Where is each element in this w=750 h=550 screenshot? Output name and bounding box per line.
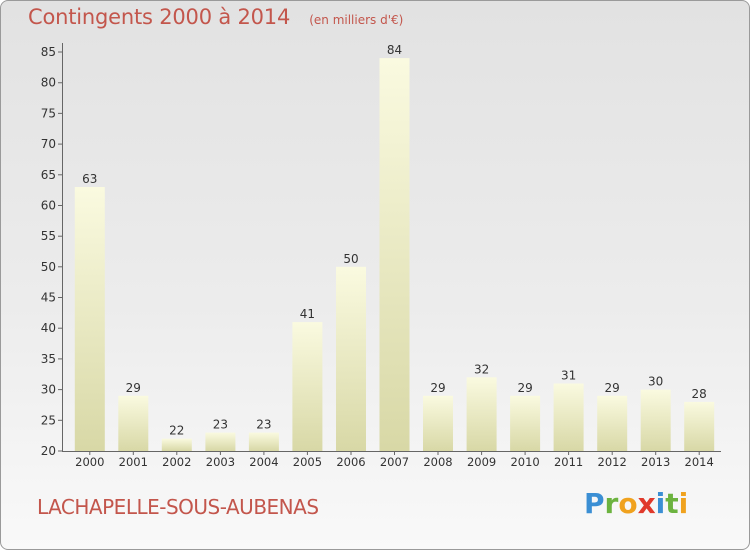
- y-tick-label-50: 50: [41, 260, 56, 274]
- x-tick-label-2009: 2009: [467, 455, 496, 469]
- data-label-2007: 84: [387, 43, 402, 57]
- logo-letter: o: [618, 487, 638, 520]
- bar-2009: [466, 377, 497, 451]
- y-tick-label-20: 20: [41, 444, 56, 458]
- bar-2000: [74, 187, 105, 451]
- data-label-2004: 23: [256, 418, 271, 432]
- x-tick-label-2003: 2003: [206, 455, 235, 469]
- logo-letter: i: [678, 487, 689, 520]
- x-tick-label-2006: 2006: [336, 455, 365, 469]
- y-tick-label-65: 65: [41, 168, 56, 182]
- proxiti-logo[interactable]: Proxiti: [584, 487, 688, 520]
- y-tick-label-80: 80: [41, 76, 56, 90]
- bars-layer: [74, 58, 715, 451]
- x-tick-label-2002: 2002: [162, 455, 191, 469]
- y-tick-label-60: 60: [41, 199, 56, 213]
- data-label-2013: 30: [648, 375, 663, 389]
- bar-2010: [510, 395, 541, 451]
- y-tick-label-75: 75: [41, 106, 56, 120]
- logo-letter: x: [637, 487, 656, 520]
- x-tick-label-2012: 2012: [598, 455, 627, 469]
- x-tick-label-2004: 2004: [249, 455, 278, 469]
- data-label-2000: 63: [82, 172, 97, 186]
- x-tick-label-2005: 2005: [293, 455, 322, 469]
- commune-name: LACHAPELLE-SOUS-AUBENAS: [37, 495, 319, 519]
- logo-letter: t: [665, 487, 679, 520]
- chart-title: Contingents 2000 à 2014: [28, 5, 291, 29]
- bar-2011: [553, 383, 584, 451]
- data-label-2006: 50: [343, 252, 358, 266]
- data-label-2014: 28: [692, 387, 707, 401]
- x-tick-label-2013: 2013: [641, 455, 670, 469]
- data-label-2002: 22: [169, 424, 184, 438]
- bar-2002: [161, 438, 192, 451]
- y-tick-label-85: 85: [41, 45, 56, 59]
- logo-letter: r: [604, 487, 619, 520]
- data-label-2009: 32: [474, 362, 489, 376]
- bar-2012: [597, 395, 628, 451]
- logo-letter: i: [655, 487, 666, 520]
- y-tick-label-30: 30: [41, 383, 56, 397]
- y-tick-label-40: 40: [41, 321, 56, 335]
- data-label-2008: 29: [430, 381, 445, 395]
- chart-subtitle: (en milliers d'€): [309, 13, 404, 27]
- bar-2006: [336, 266, 366, 451]
- data-label-2011: 31: [561, 369, 576, 383]
- bar-2004: [248, 432, 279, 451]
- bar-2008: [423, 395, 453, 451]
- y-tick-label-25: 25: [41, 413, 56, 427]
- x-tick-label-2001: 2001: [119, 455, 148, 469]
- bar-2003: [205, 432, 236, 451]
- x-tick-label-2014: 2014: [685, 455, 714, 469]
- labels-layer: 63 2000 29 2001 22 2002 23 2003 23 2004 41 2005 50 20…: [41, 43, 714, 469]
- data-label-2005: 41: [300, 307, 315, 321]
- y-tick-label-35: 35: [41, 352, 56, 366]
- x-tick-label-2000: 2000: [75, 455, 104, 469]
- axes-layer: [58, 43, 721, 455]
- logo-letter: P: [584, 487, 605, 520]
- bar-2007: [379, 58, 410, 451]
- data-label-2001: 29: [126, 381, 141, 395]
- bar-2014: [684, 401, 715, 451]
- data-label-2003: 23: [213, 418, 228, 432]
- x-tick-label-2007: 2007: [380, 455, 409, 469]
- y-tick-label-45: 45: [41, 291, 56, 305]
- data-label-2010: 29: [517, 381, 532, 395]
- y-tick-label-55: 55: [41, 229, 56, 243]
- y-tick-label-70: 70: [41, 137, 56, 151]
- x-tick-label-2008: 2008: [423, 455, 452, 469]
- x-tick-label-2010: 2010: [510, 455, 539, 469]
- title-row: Contingents 2000 à 2014 (en milliers d'€…: [28, 5, 403, 29]
- data-label-2012: 29: [605, 381, 620, 395]
- bar-2001: [118, 395, 149, 451]
- bar-2005: [292, 322, 323, 451]
- bar-2013: [640, 389, 671, 451]
- x-tick-label-2011: 2011: [554, 455, 583, 469]
